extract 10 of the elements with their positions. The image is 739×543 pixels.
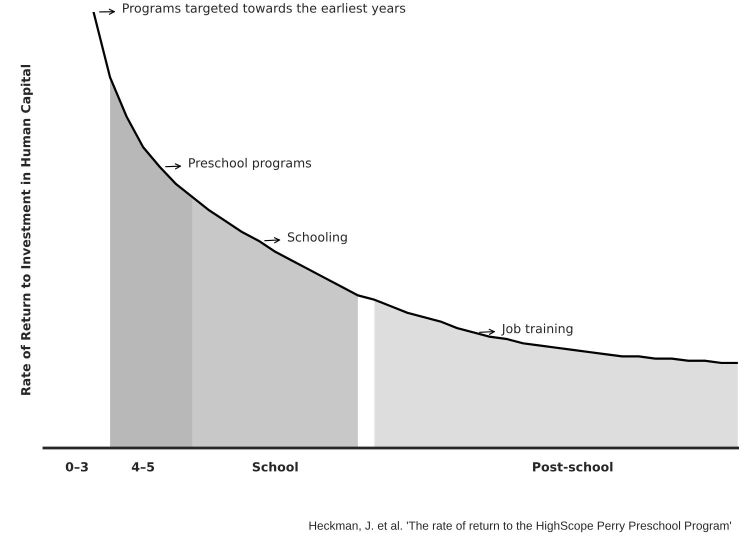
x-tick-label: School [252, 462, 298, 472]
annotation: Preschool programs [189, 158, 312, 170]
x-tick-label: 0–3 [66, 462, 88, 472]
annotation: Programs targeted towards the earliest years [123, 3, 406, 16]
annotation: Job training [501, 324, 572, 336]
text: Heckman, J. et al. 'The rate of return to the HighScope Perry Preschool Program' [309, 521, 732, 532]
annotation: Schooling [288, 232, 347, 244]
x-tick-label: Post-school [533, 462, 612, 472]
x-tick-label: 4–5 [132, 462, 154, 472]
y-axis-title: Rate of Return to Investment in Human Capital [20, 65, 33, 395]
